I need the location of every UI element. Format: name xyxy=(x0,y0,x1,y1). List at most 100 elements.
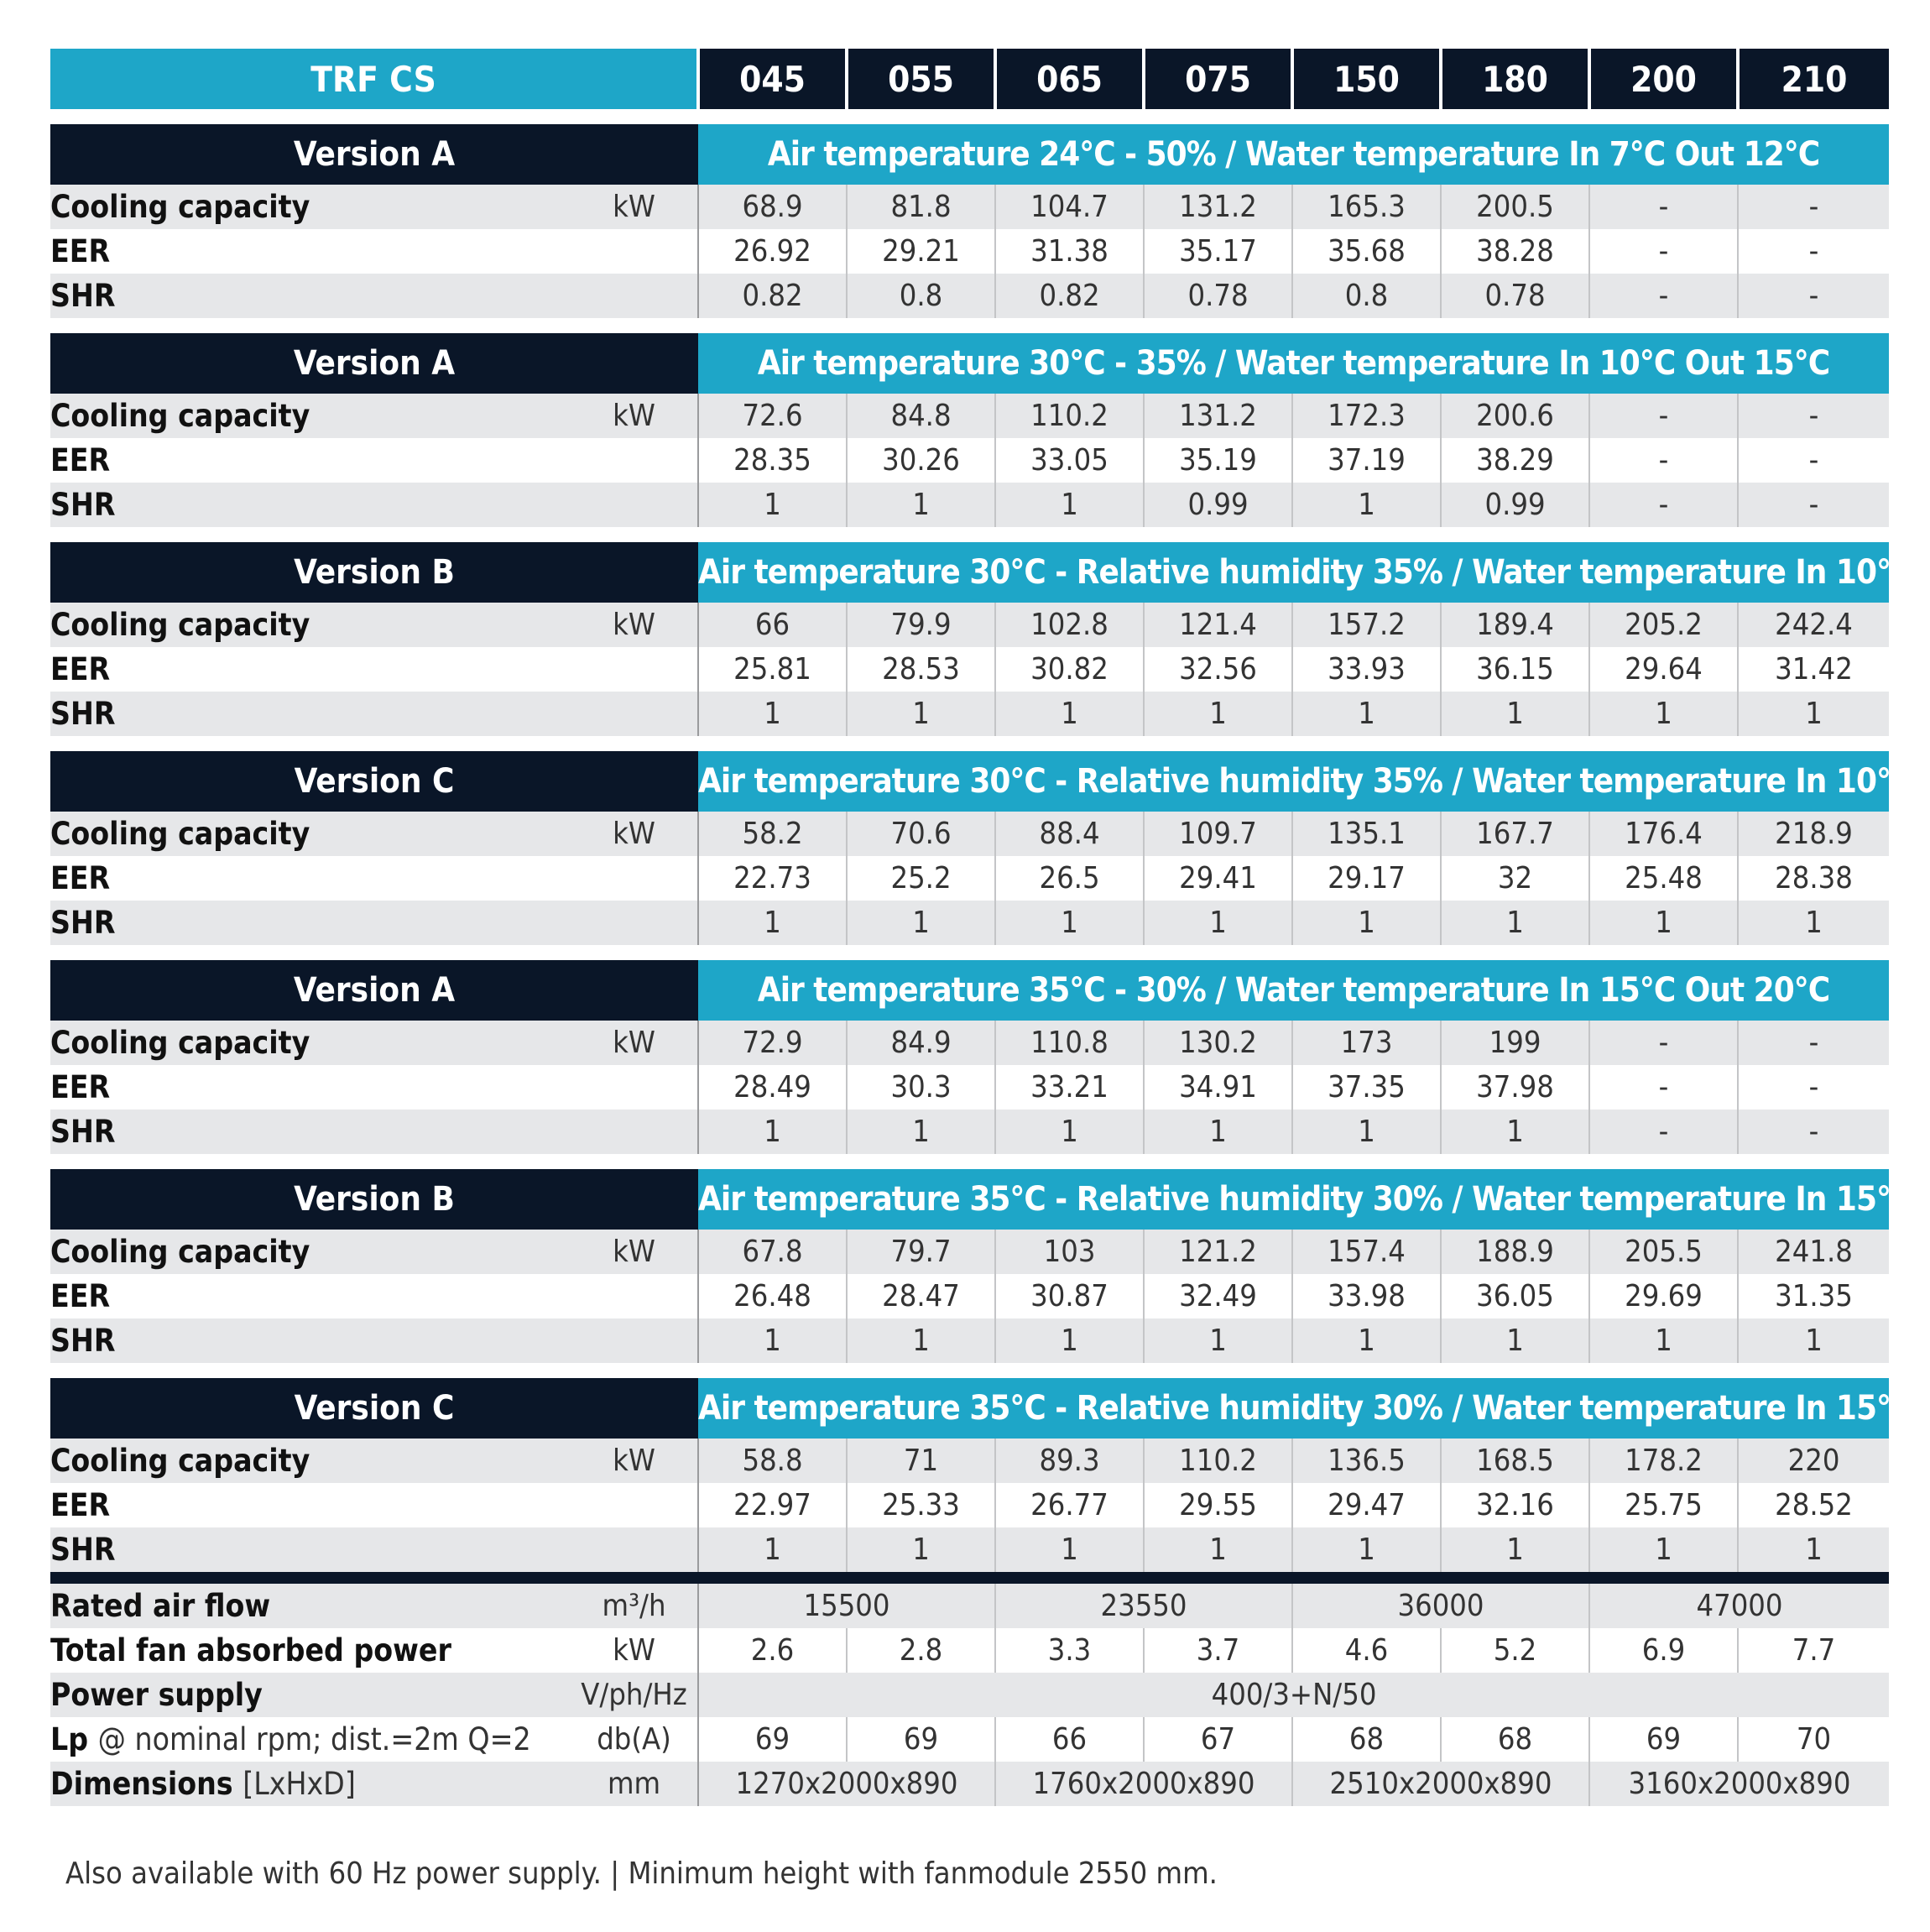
value-cell: 1 xyxy=(1737,1527,1890,1572)
value-cell: 29.17 xyxy=(1291,856,1442,901)
value-cell: 130.2 xyxy=(1143,1021,1293,1065)
row-unit: mm xyxy=(571,1762,699,1806)
row-unit xyxy=(571,1110,699,1154)
value-cell: 69 xyxy=(697,1717,848,1762)
row-unit xyxy=(571,274,699,318)
value-cell: 241.8 xyxy=(1737,1230,1890,1274)
row-label: SHR xyxy=(50,901,571,945)
value-cell: 69 xyxy=(1588,1717,1739,1762)
value-cell: 1 xyxy=(697,483,848,527)
value-cell: 32.16 xyxy=(1440,1483,1590,1527)
version-label: Version A xyxy=(50,960,699,1021)
row-unit: kW xyxy=(571,1021,699,1065)
value-cell: 200.5 xyxy=(1440,185,1590,229)
data-row: SHR 1 1 1 1 1 1- - xyxy=(50,1110,1890,1154)
value-cell: 30.26 xyxy=(846,438,996,483)
row-label: SHR xyxy=(50,1318,571,1363)
value-cell: 121.4 xyxy=(1143,603,1293,647)
row-unit xyxy=(571,1527,699,1572)
value-cell: 400/3+N/50 xyxy=(697,1673,1890,1717)
data-row: Cooling capacity kW 58.8 71 89.3 110.2 136.5 16… xyxy=(50,1439,1890,1483)
value-cell: 34.91 xyxy=(1143,1065,1293,1110)
value-cell: 68 xyxy=(1291,1717,1442,1762)
value-cell: 28.35 xyxy=(697,438,848,483)
value-cell: 79.7 xyxy=(846,1230,996,1274)
value-cell: 0.78 xyxy=(1440,274,1590,318)
value-cell: 110.2 xyxy=(994,394,1145,438)
value-cell: 220 xyxy=(1737,1439,1890,1483)
data-row: SHR 1 1 1 0.99 1 0.99- - xyxy=(50,483,1890,527)
value-cell: 1 xyxy=(697,1527,848,1572)
row-unit xyxy=(571,1274,699,1318)
value-cell: 1 xyxy=(1291,1527,1442,1572)
value-cell: 1 xyxy=(1291,692,1442,736)
value-cell: 29.41 xyxy=(1143,856,1293,901)
value-cell: 1 xyxy=(1737,1318,1890,1363)
value-cell: 33.21 xyxy=(994,1065,1145,1110)
spacer-cell xyxy=(50,1154,1890,1169)
value-cell: 0.99 xyxy=(1440,483,1590,527)
value-cell: 178.2 xyxy=(1588,1439,1739,1483)
row-label: Lp @ nominal rpm; dist.=2m Q=2 xyxy=(50,1717,571,1762)
value-cell: 15500 xyxy=(697,1584,996,1628)
data-row: Total fan absorbed power kW 2.6 2.8 3.3 3.7 4.… xyxy=(50,1628,1890,1673)
row-unit xyxy=(571,438,699,483)
value-cell: 33.98 xyxy=(1291,1274,1442,1318)
row-label: Cooling capacity xyxy=(50,812,571,856)
row-label: EER xyxy=(50,229,571,274)
value-cell: 58.2 xyxy=(697,812,848,856)
row-label: SHR xyxy=(50,692,571,736)
value-cell: 167.7 xyxy=(1440,812,1590,856)
value-cell: 1 xyxy=(846,1318,996,1363)
data-row: EER 26.92 29.21 31.38 35.17 35.68 38.28- - xyxy=(50,229,1890,274)
row-label: EER xyxy=(50,438,571,483)
value-cell: 1 xyxy=(1143,1110,1293,1154)
data-row: Cooling capacity kW 58.2 70.6 88.4 109.7 135.1… xyxy=(50,812,1890,856)
row-unit: V/ph/Hz xyxy=(571,1673,699,1717)
value-cell: 35.68 xyxy=(1291,229,1442,274)
row-label-suffix: [LxHxD] xyxy=(243,1766,356,1802)
value-cell: 1 xyxy=(846,692,996,736)
section-header: Version A Air temperature 24°C - 50% / Wa… xyxy=(50,124,1890,185)
section-header: Version B Air temperature 30°C - Relative… xyxy=(50,542,1890,603)
data-row: SHR 1 1 1 1 1 1 1 1 xyxy=(50,1318,1890,1363)
value-cell: 188.9 xyxy=(1440,1230,1590,1274)
row-unit xyxy=(571,647,699,692)
value-cell: 67 xyxy=(1143,1717,1293,1762)
row-label-text: Dimensions xyxy=(50,1766,233,1802)
value-cell: 25.81 xyxy=(697,647,848,692)
value-cell: 1 xyxy=(994,1527,1145,1572)
value-cell: 131.2 xyxy=(1143,394,1293,438)
test-condition: Air temperature 35°C - 30% / Water tempe… xyxy=(698,960,1890,1021)
model-header: 045 xyxy=(696,49,848,109)
value-cell: 71 xyxy=(846,1439,996,1483)
model-header: 180 xyxy=(1439,49,1590,109)
spacer-cell xyxy=(50,318,1890,333)
value-cell: 26.5 xyxy=(994,856,1145,901)
row-unit: kW xyxy=(571,394,699,438)
value-cell: 6.9 xyxy=(1588,1628,1739,1673)
value-cell: 0.8 xyxy=(846,274,996,318)
value-cell: 1 xyxy=(994,483,1145,527)
value-cell: 88.4 xyxy=(994,812,1145,856)
value-cell: 1 xyxy=(994,692,1145,736)
section-header: Version C Air temperature 30°C - Relative… xyxy=(50,751,1890,812)
value-cell: 25.2 xyxy=(846,856,996,901)
version-label: Version A xyxy=(50,124,699,185)
row-unit: kW xyxy=(571,812,699,856)
value-cell: 81.8 xyxy=(846,185,996,229)
value-cell: 104.7 xyxy=(994,185,1145,229)
value-cell: - xyxy=(1588,483,1739,527)
row-label: Cooling capacity xyxy=(50,394,571,438)
value-cell: 1 xyxy=(697,1110,848,1154)
value-cell: 67.8 xyxy=(697,1230,848,1274)
row-label: Cooling capacity xyxy=(50,1021,571,1065)
value-cell: 35.17 xyxy=(1143,229,1293,274)
value-cell: 36.05 xyxy=(1440,1274,1590,1318)
value-cell: 28.49 xyxy=(697,1065,848,1110)
value-cell: - xyxy=(1588,1110,1739,1154)
section-spacer xyxy=(50,527,1890,542)
data-row: Cooling capacity kW 68.9 81.8 104.7 131.2 165.… xyxy=(50,185,1890,229)
value-cell: 168.5 xyxy=(1440,1439,1590,1483)
value-cell: 89.3 xyxy=(994,1439,1145,1483)
